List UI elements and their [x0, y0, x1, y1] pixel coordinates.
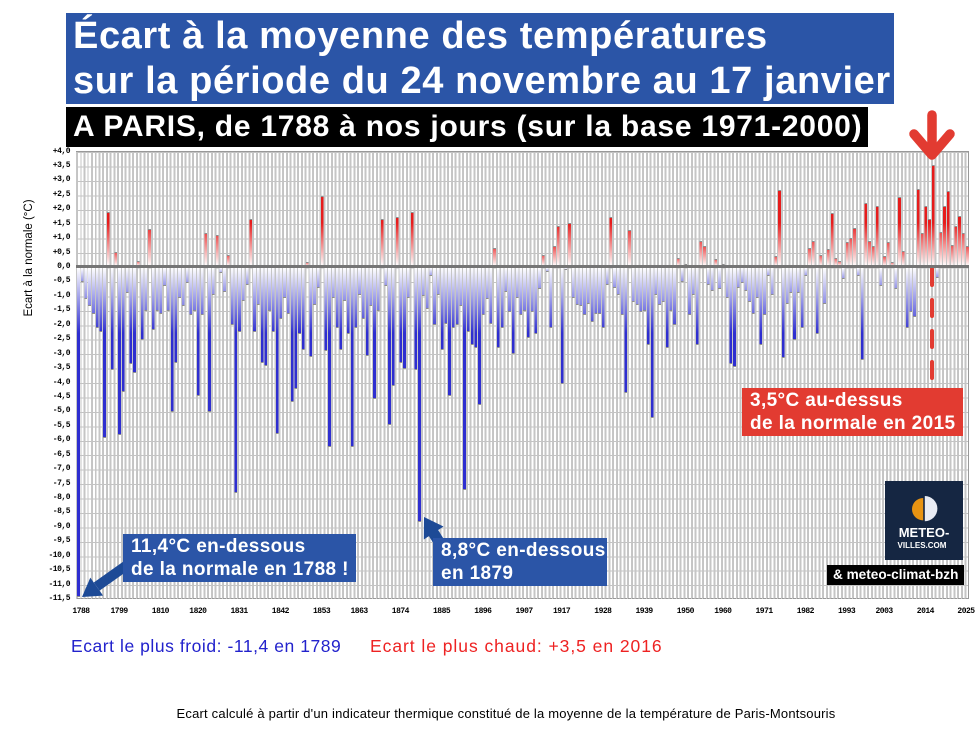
svg-text:METEO-: METEO- [899, 525, 950, 540]
svg-text:VILLES.COM: VILLES.COM [898, 541, 947, 550]
